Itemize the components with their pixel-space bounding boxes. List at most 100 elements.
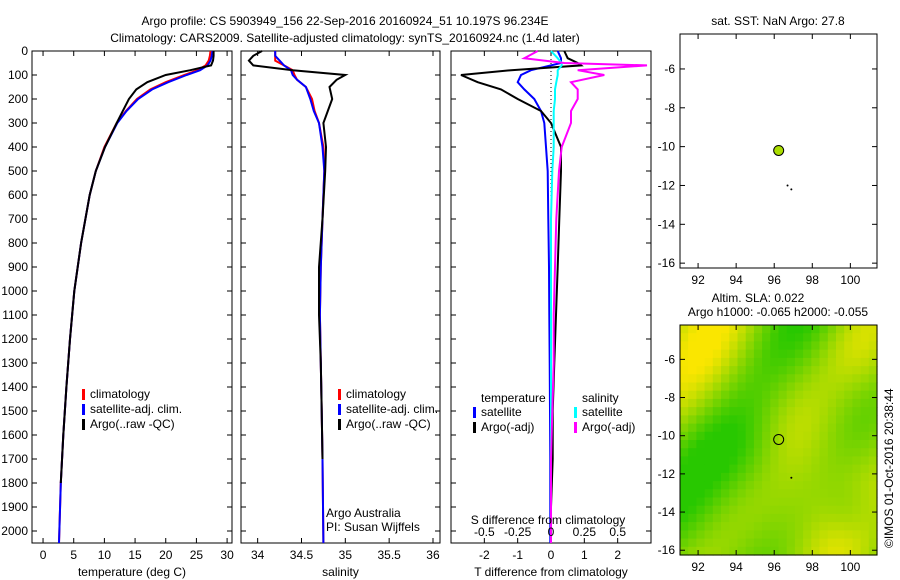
sla-cell <box>819 349 829 359</box>
legend-title: salinity <box>582 391 619 405</box>
sla-cell <box>868 489 878 499</box>
sla-cell <box>844 489 853 499</box>
sla-cell <box>868 456 878 466</box>
sla-cell <box>680 481 689 490</box>
lon-tick-label: 92 <box>691 560 705 574</box>
sla-cell <box>811 481 821 490</box>
sla-cell <box>860 390 870 400</box>
lat-tick-label: -6 <box>664 352 675 366</box>
sla-cell <box>844 464 853 474</box>
sla-cell <box>696 464 706 474</box>
y-tick-label: 1500 <box>1 404 28 418</box>
plot-frame <box>240 50 441 544</box>
sla-cell <box>704 530 714 540</box>
lat-tick-label: -16 <box>658 256 676 270</box>
sla-cell <box>852 513 862 523</box>
sla-cell <box>762 398 771 408</box>
legend-label: satellite-adj. clim. <box>346 402 438 416</box>
sla-cell <box>778 538 788 548</box>
sla-cell <box>753 349 763 359</box>
sla-cell <box>836 431 845 441</box>
sla-cell <box>696 415 706 425</box>
sla-cell <box>836 407 845 416</box>
sla-cell <box>786 538 796 548</box>
sla-cell <box>737 325 747 334</box>
sla-cell <box>819 415 829 425</box>
sla-cell <box>786 398 796 408</box>
sla-cell <box>729 366 739 375</box>
sla-cell <box>860 522 870 531</box>
sla-cell <box>745 497 755 507</box>
sla-cell <box>729 489 739 499</box>
sla-cell <box>745 398 755 408</box>
sla-cell <box>680 415 689 425</box>
track-point <box>790 188 793 191</box>
sla-cell <box>688 407 697 416</box>
sla-cell <box>803 390 812 400</box>
sla-cell <box>712 423 722 433</box>
sla-cell <box>778 440 788 449</box>
sla-cell <box>786 522 796 531</box>
sla-cell <box>778 505 788 515</box>
sla-cell <box>704 382 714 392</box>
profile-panel-temperature: 0100200300400500600700800900100011001200… <box>1 44 234 579</box>
sla-cell <box>729 440 739 449</box>
sla-cell <box>819 325 829 334</box>
y-tick-label: 300 <box>8 116 28 130</box>
sla-cell <box>712 530 722 540</box>
sla-cell <box>794 513 804 523</box>
sla-cell <box>803 415 812 425</box>
sla-map-title-line2: Argo h1000: -0.065 h2000: -0.055 <box>688 305 868 319</box>
sla-cell <box>745 349 755 359</box>
sla-cell <box>803 505 812 515</box>
sla-cell <box>704 415 714 425</box>
sla-cell <box>836 497 845 507</box>
sla-cell <box>819 505 829 515</box>
sla-cell <box>688 374 697 384</box>
lon-tick-label: 92 <box>691 273 705 287</box>
sla-cell <box>770 505 780 515</box>
lat-tick-label: -8 <box>664 101 675 115</box>
sla-cell <box>852 489 862 499</box>
sla-cell <box>762 325 771 334</box>
lon-tick-label: 100 <box>840 273 860 287</box>
sla-cell <box>688 505 697 515</box>
sla-cell <box>704 440 714 449</box>
sla-cell <box>836 423 845 433</box>
sla-cell <box>688 325 697 334</box>
y-tick-label: 600 <box>8 188 28 202</box>
sla-cell <box>688 522 697 531</box>
sla-cell <box>688 546 697 556</box>
x2-tick-label: 0.5 <box>609 525 626 539</box>
sla-cell <box>836 481 845 490</box>
sla-cell <box>827 464 837 474</box>
x-tick-label: 25 <box>190 548 204 562</box>
legend-swatch <box>82 389 85 400</box>
sla-cell <box>688 431 697 441</box>
sla-cell <box>803 513 812 523</box>
sla-cell <box>721 382 730 392</box>
sla-cell <box>770 407 780 416</box>
sla-cell <box>794 366 804 375</box>
series-line-satellite-adj--clim- <box>274 51 326 544</box>
sla-cell <box>827 431 837 441</box>
sla-cell <box>786 546 796 556</box>
sla-cell <box>811 530 821 540</box>
profile-panel-salinity: 34 34.5 35 35.5 36 salinity climatologysatelli… <box>240 50 441 579</box>
sla-cell <box>680 530 689 540</box>
sla-cell <box>737 431 747 441</box>
legend-label: climatology <box>346 387 406 401</box>
sla-cell <box>836 415 845 425</box>
lat-tick-label: -14 <box>658 217 676 231</box>
sla-cell <box>737 382 747 392</box>
sla-cell <box>794 472 804 482</box>
sla-cell <box>844 357 853 367</box>
sla-cell <box>778 398 788 408</box>
series-line-climatology <box>58 50 212 544</box>
sla-cell <box>762 366 771 375</box>
sla-cell <box>688 464 697 474</box>
sla-cell <box>704 398 714 408</box>
sla-cell <box>696 505 706 515</box>
sla-cell <box>786 341 796 351</box>
sla-cell <box>745 456 755 466</box>
